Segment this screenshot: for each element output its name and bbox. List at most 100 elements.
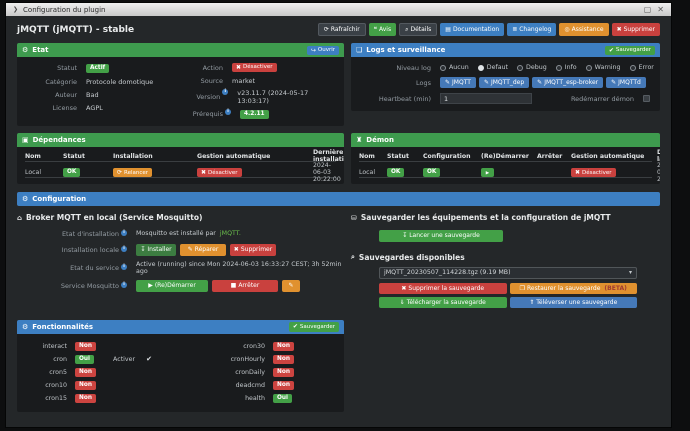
edit-service-button[interactable]: ✎ [282, 279, 300, 292]
feature-badge: Non [75, 367, 96, 377]
relaunch-dependencies-button[interactable]: ⟳ Relancer [113, 168, 153, 178]
chevron-down-icon: ▾ [628, 269, 632, 277]
assistance-button[interactable]: ◎ Assistance [559, 23, 609, 37]
feature-row: cron10 Non [25, 380, 197, 390]
prerequis-badge: 4.2.11 [240, 110, 269, 120]
save-logs-button[interactable]: ✔ Sauvegarder [604, 45, 655, 55]
play-icon: ▶ [485, 169, 490, 175]
radio-icon [629, 64, 636, 71]
open-button[interactable]: ↪ Ouvrir [306, 45, 339, 55]
maximize-icon[interactable]: ▢ [643, 5, 652, 14]
radio-debug[interactable]: Debug [517, 64, 547, 71]
titlebar: ❯ Configuration du plugin ▢ ✕ [6, 3, 671, 16]
configuration-title: Configuration [32, 195, 87, 204]
stop-icon: ■ [230, 281, 237, 289]
broker-section: ⌂ Broker MQTT en local (Service Mosquitt… [17, 213, 344, 292]
feature-badge: Non [273, 367, 294, 377]
gears-icon: ⚙ [22, 322, 29, 331]
launch-backup-button[interactable]: ↧ Lancer une sauvegarde [379, 229, 503, 242]
features-title: Fonctionnalités [32, 322, 94, 331]
heartbeat-input[interactable] [440, 93, 532, 105]
check-icon[interactable]: ✔ [146, 355, 152, 364]
daemon-start-button[interactable]: ▶ [481, 168, 494, 178]
x-icon: ✖ [201, 169, 207, 177]
demon-panel: ♜ Démon Nom Statut Configuration (Re)Dém… [351, 133, 660, 185]
cubes-icon: ▣ [22, 136, 29, 145]
document-icon: ❏ [356, 46, 363, 55]
version-value: v23.11.7 (2024-05-17 13:03:17) [237, 89, 309, 106]
lifering-icon: ◎ [564, 26, 570, 33]
remove-mosquitto-button[interactable]: ✖ Supprimer [230, 244, 276, 256]
gears-icon: ⚙ [22, 195, 29, 204]
log-jmqtt-dep-button[interactable]: ✎ JMQTT_dep [478, 77, 530, 89]
dep-nom: Local [25, 169, 42, 177]
wrench-icon: ✎ [187, 246, 193, 254]
gear-icon: ⚙ [22, 46, 29, 55]
feature-badge: Non [273, 380, 294, 390]
dep-last-install: 2024-06-03 20:22:00 [313, 162, 341, 184]
source-label: Source [200, 76, 223, 85]
refresh-button[interactable]: ⟳ Rafraîchir [317, 23, 366, 37]
prerequis-label: Prérequis [192, 110, 223, 119]
delete-plugin-button[interactable]: ✖ Supprimer [611, 23, 660, 37]
mosquitto-service-label: Service Mosquitto [60, 281, 119, 290]
logs-panel: ❏ Logs et surveillance ✔ Sauvegarder Niv… [351, 43, 660, 112]
disable-plugin-button[interactable]: ✖ Désactiver [232, 63, 277, 73]
loglevel-label: Niveau log [396, 63, 431, 72]
feature-row: cron5 Non [25, 367, 197, 377]
feature-row: cronHourly Non [197, 354, 336, 364]
upload-backup-button[interactable]: ⇑ Téléverser une sauvegarde [509, 296, 637, 308]
feature-badge: Non [75, 393, 96, 403]
restart-service-button[interactable]: ▶ (Re)Démarrer [136, 279, 208, 292]
feature-row: deadcmd Non [197, 380, 336, 390]
dep-disable-auto-button[interactable]: ✖ Désactiver [197, 168, 242, 178]
toolbar: ⟳ Rafraîchir ❝ Avis ⌕ Détails ▤ Document… [317, 23, 660, 37]
radio-info[interactable]: Info [555, 64, 577, 71]
backup-select[interactable]: jMQTT_20230507_114228.tgz (9.19 MB) ▾ [379, 266, 637, 279]
info-icon: i [121, 229, 127, 236]
radio-error[interactable]: Error [629, 64, 654, 71]
version-label: Version [196, 93, 221, 102]
dependances-row: Local OK ⟳ Relancer ✖ Désactiver 2024-06-0… [25, 162, 341, 183]
save-features-button[interactable]: ✔ Sauvegarder [288, 322, 339, 332]
install-mosquitto-button[interactable]: ↧ Installer [136, 244, 176, 256]
feature-badge: Oui [273, 393, 293, 403]
cloud-download-icon: ⇓ [399, 298, 405, 306]
logs-title: Logs et surveillance [366, 46, 446, 55]
radio-checked-icon [477, 64, 484, 71]
changelog-button[interactable]: ≣ Changelog [507, 23, 557, 37]
feature-badge: Non [273, 354, 294, 364]
log-jmqttd-button[interactable]: ✎ JMQTTd [606, 77, 646, 89]
delete-backup-button[interactable]: ✖ Supprimer la sauvegarde [379, 282, 507, 294]
log-jmqtt-broker-button[interactable]: ✎ JMQTT_esp-broker [532, 77, 604, 89]
radio-warning[interactable]: Warning [585, 64, 621, 71]
radio-aucun[interactable]: Aucun [440, 64, 469, 71]
caret-icon: ❯ [13, 6, 19, 13]
download-backup-button[interactable]: ⇓ Télécharger la sauvegarde [379, 296, 507, 308]
install-state-text: Mosquitto est installé par [136, 230, 216, 238]
cloud-upload-icon: ⇑ [529, 298, 535, 306]
log-jmqtt-button[interactable]: ✎ JMQTT [440, 77, 476, 89]
service-state-label: Etat du service [70, 263, 119, 272]
install-state-highlight: jMQTT. [219, 230, 241, 238]
feature-row: cron Oui Activer ✔ [53, 354, 152, 364]
avis-button[interactable]: ❝ Avis [368, 23, 397, 37]
demon-row: Local OK OK ▶ ✖Désactiver 2024-06-03 20:… [359, 162, 660, 183]
search-icon: ⌕ [351, 252, 355, 261]
radio-icon [517, 64, 524, 71]
radio-defaut[interactable]: Defaut [477, 64, 508, 71]
stop-service-button[interactable]: ■ Arrêter [212, 279, 278, 292]
details-button[interactable]: ⌕ Détails [399, 23, 438, 37]
restore-backup-button[interactable]: ❐ Restaurer la sauvegarde (BETA) [509, 282, 637, 294]
license-value: AGPL [86, 103, 103, 112]
documentation-button[interactable]: ▤ Documentation [440, 23, 505, 37]
demon-disable-auto-button[interactable]: ✖ Désactiver [571, 168, 616, 178]
restart-daemon-checkbox[interactable] [643, 95, 650, 103]
save-icon: ⛁ [351, 213, 357, 222]
file-icon: ❐ [519, 284, 526, 292]
repair-mosquitto-button[interactable]: ✎ Réparer [180, 244, 226, 256]
statut-badge: Actif [86, 64, 110, 74]
etat-title: Etat [32, 46, 49, 55]
play-icon: ▶ [148, 281, 153, 289]
close-icon[interactable]: ✕ [657, 5, 664, 14]
